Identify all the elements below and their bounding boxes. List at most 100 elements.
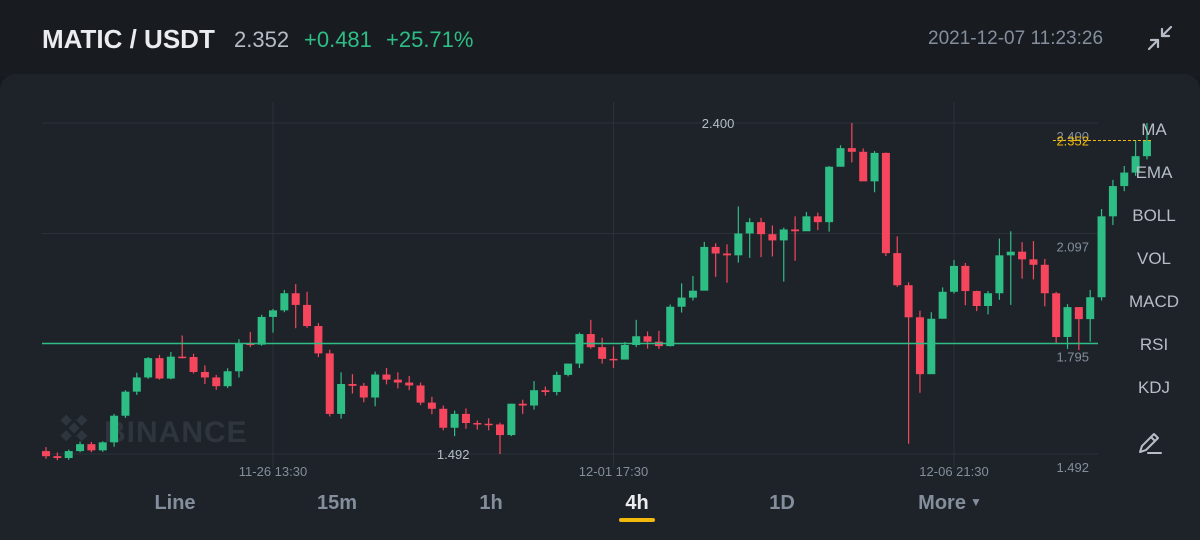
candle-body bbox=[234, 343, 243, 372]
candle-body bbox=[371, 374, 380, 398]
candle-body bbox=[178, 356, 187, 359]
candle bbox=[53, 452, 62, 461]
ticker-header: MATIC / USDT 2.352 +0.481 +25.71% 2021-1… bbox=[0, 0, 1200, 76]
candle-body bbox=[1131, 156, 1140, 173]
candle bbox=[825, 166, 834, 232]
candle bbox=[904, 282, 913, 444]
candle-body bbox=[915, 317, 924, 375]
candle-body bbox=[132, 377, 141, 392]
y-axis-label: 2.097 bbox=[1056, 239, 1089, 254]
candle-body bbox=[87, 444, 96, 451]
y-axis-label: 1.795 bbox=[1056, 350, 1089, 365]
pencil-ruler-icon[interactable] bbox=[1136, 428, 1164, 456]
tab-more[interactable]: More ▼ bbox=[918, 492, 982, 515]
candle bbox=[723, 244, 731, 283]
candle-body bbox=[530, 390, 539, 406]
candle bbox=[575, 332, 584, 368]
chart-panel: 2.400 2.097 1.795 1.492 11-26 13:30 12-01 17:… bbox=[0, 74, 1200, 540]
indicator-rsi[interactable]: RSI bbox=[1139, 335, 1169, 354]
candle bbox=[1006, 231, 1015, 305]
candles bbox=[42, 123, 1151, 461]
candlestick-chart[interactable]: 2.400 2.097 1.795 1.492 11-26 13:30 12-01 17:… bbox=[0, 74, 1200, 540]
candle-body bbox=[223, 371, 232, 387]
trading-pair-title: MATIC / USDT bbox=[42, 24, 215, 54]
indicator-ema[interactable]: EMA bbox=[1135, 163, 1173, 182]
candle bbox=[1097, 209, 1106, 301]
indicator-menu: MA EMA BOLL VOL MACD RSI KDJ bbox=[1108, 116, 1200, 417]
candle bbox=[995, 238, 1004, 300]
indicator-kdj[interactable]: KDJ bbox=[1137, 378, 1171, 397]
candle bbox=[711, 243, 720, 277]
candle bbox=[98, 441, 107, 452]
candle-body bbox=[564, 363, 573, 375]
candle-body bbox=[110, 415, 119, 443]
candle-body bbox=[416, 385, 425, 403]
indicator-boll[interactable]: BOLL bbox=[1132, 206, 1176, 225]
candle bbox=[598, 337, 607, 364]
candle bbox=[64, 449, 73, 460]
candle-body bbox=[779, 229, 788, 241]
candle bbox=[507, 403, 516, 437]
tab-line[interactable]: Line bbox=[154, 492, 196, 514]
candle bbox=[893, 236, 902, 288]
candle-body bbox=[836, 148, 845, 167]
candle-body bbox=[575, 334, 584, 364]
candle-body bbox=[541, 390, 550, 393]
candle bbox=[348, 374, 357, 394]
candle bbox=[791, 216, 800, 261]
candle-body bbox=[439, 408, 448, 428]
candle-body bbox=[155, 358, 164, 379]
candle bbox=[802, 211, 811, 232]
candle-body bbox=[666, 306, 675, 347]
indicator-ma[interactable]: MA bbox=[1141, 120, 1167, 139]
candle-body bbox=[303, 304, 312, 327]
candle-body bbox=[53, 456, 62, 459]
candle-body bbox=[802, 216, 811, 232]
candle bbox=[620, 342, 629, 360]
candle bbox=[881, 152, 890, 257]
tab-15m[interactable]: 15m bbox=[316, 492, 358, 514]
candle-body bbox=[893, 253, 902, 286]
timestamp: 2021-12-07 11:23:26 bbox=[928, 28, 1104, 49]
tab-4h[interactable]: 4h bbox=[625, 492, 649, 514]
candle-body bbox=[144, 358, 153, 378]
indicator-macd[interactable]: MACD bbox=[1128, 292, 1180, 311]
candle bbox=[359, 382, 368, 403]
candle bbox=[303, 291, 312, 328]
tab-1d[interactable]: 1D bbox=[769, 492, 795, 514]
candle-body bbox=[723, 253, 731, 256]
candle bbox=[87, 441, 96, 453]
candle-body bbox=[64, 451, 73, 459]
candle-body bbox=[166, 356, 175, 379]
candle bbox=[439, 405, 448, 431]
candle-body bbox=[291, 293, 300, 305]
candle bbox=[496, 422, 504, 454]
candle bbox=[427, 396, 436, 415]
candle-body bbox=[98, 442, 107, 451]
candle bbox=[915, 310, 924, 393]
y-axis-label: 1.492 bbox=[1056, 460, 1089, 475]
collapse-arrows-icon[interactable] bbox=[1146, 24, 1174, 52]
candle bbox=[688, 276, 697, 301]
candle bbox=[1131, 140, 1140, 176]
candle-body bbox=[813, 216, 822, 223]
candle-body bbox=[189, 357, 198, 372]
candle bbox=[609, 346, 618, 368]
candle bbox=[734, 206, 743, 263]
candle bbox=[484, 418, 493, 431]
candle bbox=[541, 386, 550, 396]
candle bbox=[870, 151, 879, 193]
candle-body bbox=[1142, 140, 1151, 157]
candle bbox=[314, 323, 323, 358]
candle bbox=[530, 381, 539, 410]
candle-body bbox=[927, 318, 936, 375]
candle bbox=[518, 399, 527, 414]
candle bbox=[178, 335, 187, 359]
indicator-vol[interactable]: VOL bbox=[1136, 249, 1172, 268]
tab-1h[interactable]: 1h bbox=[479, 492, 503, 514]
candle bbox=[972, 290, 981, 312]
candle-body bbox=[212, 377, 221, 387]
candle-body bbox=[711, 246, 720, 254]
candle bbox=[212, 374, 221, 390]
candle-body bbox=[200, 371, 209, 378]
